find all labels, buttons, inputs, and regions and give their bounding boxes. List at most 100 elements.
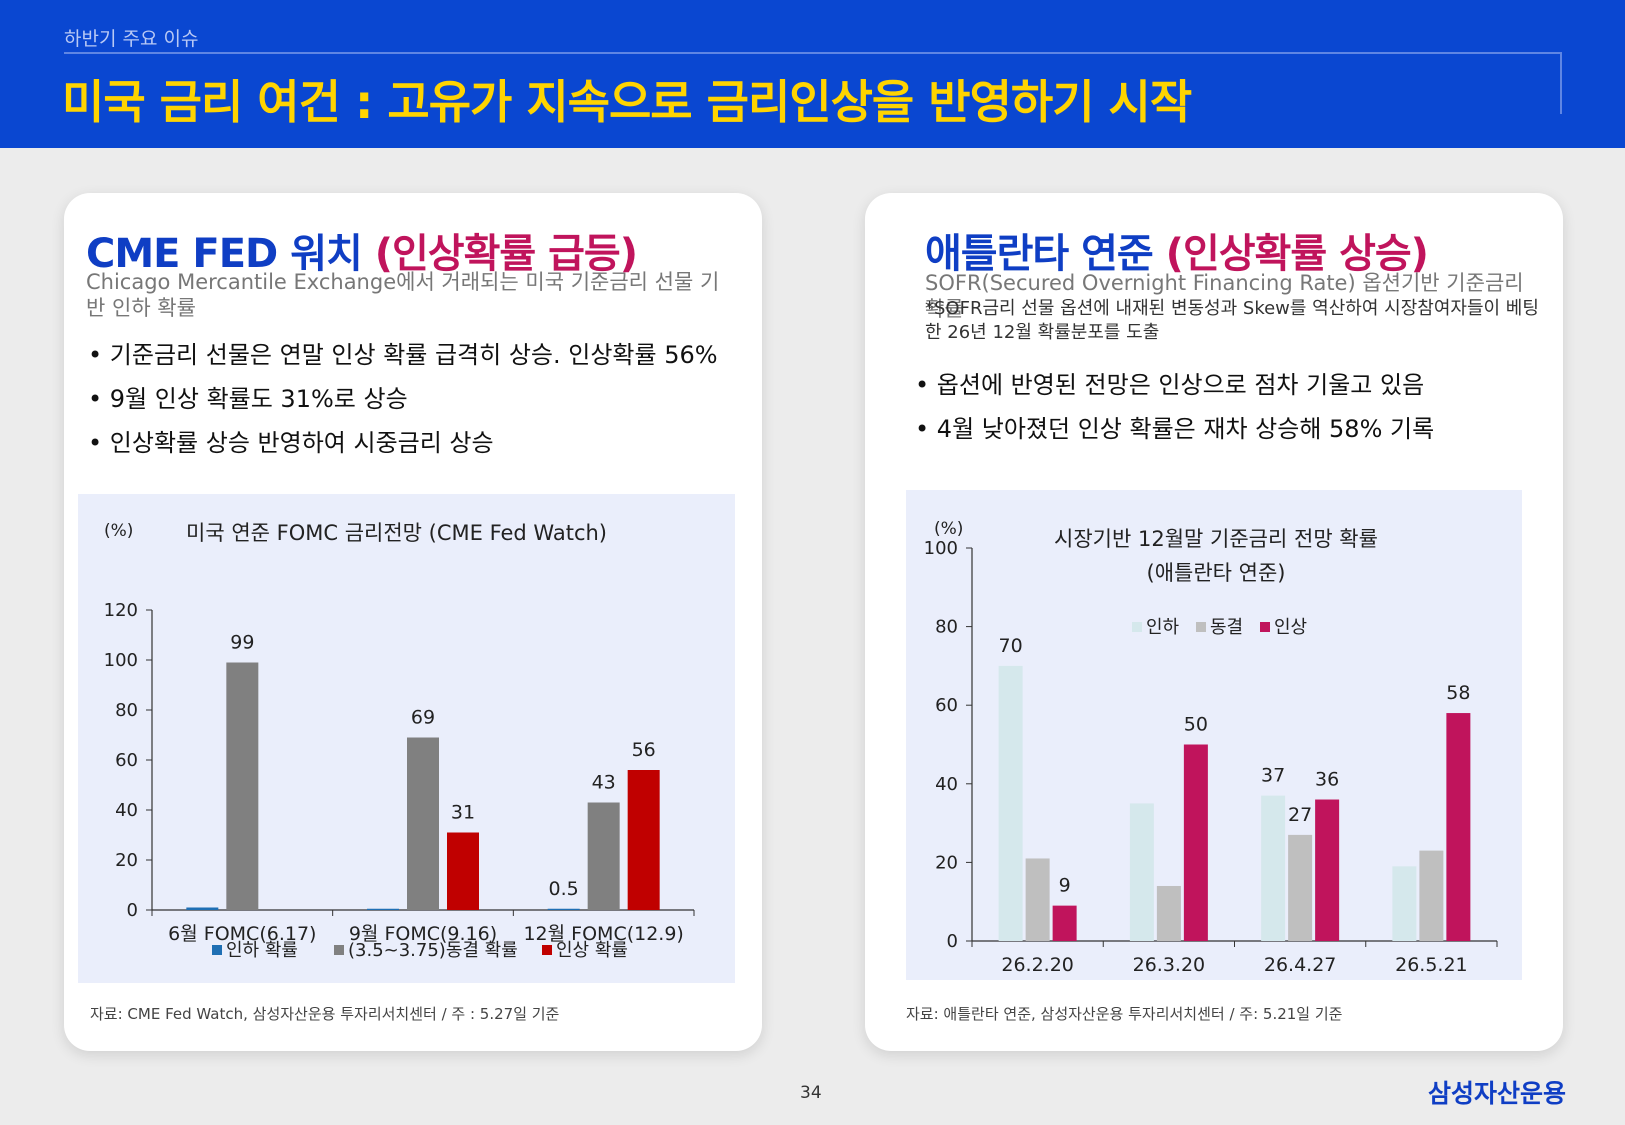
legend-label: 인하 확률 (226, 940, 298, 961)
data-label: 36 (1315, 769, 1339, 791)
page-title-main: 고유가 지속으로 금리인상을 반영하기 시작 (387, 75, 1192, 129)
y-tick-label: 100 (924, 538, 958, 559)
bar (1183, 744, 1208, 941)
cme-chart-panel: (%) 미국 연준 FOMC 금리전망 (CME Fed Watch) 0 20 40 6… (78, 494, 735, 983)
bar (1419, 850, 1444, 941)
section-label: 하반기 주요 이슈 (64, 28, 199, 50)
x-tick-label: 12월 FOMC(12.9) (523, 923, 683, 945)
bar (367, 908, 399, 910)
y-tick-label: 20 (115, 850, 138, 871)
legend-label: (3.5~3.75)동결 확률 (348, 940, 518, 961)
bar (1052, 905, 1077, 941)
y-tick-label: 60 (935, 695, 958, 716)
brand-logo-text: 삼성자산운용 (1428, 1079, 1567, 1108)
x-tick-label: 26.2.20 (1001, 954, 1074, 976)
data-label: 56 (632, 739, 656, 761)
cme-card-title-main: CME FED 워치 (86, 231, 375, 277)
y-tick-label: 80 (935, 617, 958, 638)
atlanta-fed-card: 애틀란타 연준 (인상확률 상승) SOFR(Secured Overnight… (865, 193, 1563, 1051)
data-label: 27 (1288, 804, 1312, 826)
bar (547, 908, 580, 910)
bar (627, 770, 660, 910)
y-tick-label: 100 (104, 650, 138, 671)
atlanta-rate-chart: (%) 시장기반 12월말 기준금리 전망 확률 (애틀란타 연준) 0 20 40 60 8… (924, 519, 1498, 976)
x-tick-label: 6월 FOMC(6.17) (168, 923, 316, 945)
page-number: 34 (800, 1083, 822, 1103)
page-title-lead: 미국 금리 여건 : (62, 75, 388, 129)
header-bar: 하반기 주요 이슈 미국 금리 여건 : 고유가 지속으로 금리인상을 반영하기… (0, 0, 1625, 148)
cme-bullet: 기준금리 선물은 연말 인상 확률 급격히 상승. 인상확률 56% (88, 333, 718, 377)
data-label: 43 (592, 772, 616, 794)
data-label: 9 (1059, 875, 1071, 897)
bar (1446, 713, 1471, 941)
y-tick-label: 0 (127, 900, 138, 921)
atlanta-bullet-list: 옵션에 반영된 전망은 인상으로 점차 기울고 있음 4월 낮아졌던 인상 확률… (915, 363, 1434, 451)
atlanta-bullet: 4월 낮아졌던 인상 확률은 재차 상승해 58% 기록 (915, 407, 1434, 451)
x-tick-label: 26.5.21 (1395, 954, 1468, 976)
cme-bullet-list: 기준금리 선물은 연말 인상 확률 급격히 상승. 인상확률 56% 9월 인상… (88, 333, 718, 465)
legend-swatch (334, 945, 344, 955)
legend-label: 인하 (1146, 617, 1180, 638)
bar (587, 802, 620, 910)
page-title: 미국 금리 여건 : 고유가 지속으로 금리인상을 반영하기 시작 (62, 66, 1192, 132)
data-label: 37 (1261, 765, 1285, 787)
legend-swatch (1132, 622, 1142, 632)
legend-swatch (542, 945, 552, 955)
legend-label: 인상 확률 (556, 940, 628, 961)
atlanta-source-note: 자료: 애틀란타 연준, 삼성자산운용 투자리서치센터 / 주: 5.21일 기… (906, 1005, 1343, 1023)
cme-fedwatch-card: CME FED 워치 (인상확률 급등) Chicago Mercantile … (64, 193, 762, 1051)
chart-title: 시장기반 12월말 기준금리 전망 확률 (1054, 527, 1378, 551)
x-tick-label: 26.3.20 (1133, 954, 1206, 976)
legend-swatch (212, 945, 222, 955)
data-label: 58 (1446, 682, 1470, 704)
header-divider-vertical (1560, 52, 1562, 114)
y-tick-label: 40 (115, 800, 138, 821)
bar (407, 737, 439, 910)
cme-description: Chicago Mercantile Exchange에서 거래되는 미국 기준… (86, 270, 720, 320)
data-label: 69 (411, 707, 435, 729)
bar (1025, 858, 1050, 941)
bar (1288, 834, 1313, 941)
header-divider (64, 52, 1562, 54)
bar (1129, 803, 1154, 941)
legend-label: 인상 (1274, 617, 1307, 638)
data-label: 0.5 (549, 878, 579, 900)
atlanta-card-title: 애틀란타 연준 (인상확률 상승) (925, 221, 1429, 279)
chart-title: 미국 연준 FOMC 금리전망 (CME Fed Watch) (186, 521, 607, 545)
atlanta-card-title-main: 애틀란타 연준 (925, 231, 1166, 277)
bar (1315, 799, 1340, 941)
legend-swatch (1196, 622, 1206, 632)
chart-subtitle: (애틀란타 연준) (1147, 561, 1286, 585)
legend-swatch (1260, 622, 1270, 632)
bar (1392, 866, 1417, 941)
y-tick-label: 120 (104, 600, 138, 621)
bar (1261, 795, 1286, 941)
data-label: 31 (451, 802, 475, 824)
sofr-method-note: *SOFR금리 선물 옵션에 내재된 변동성과 Skew를 역산하여 시장참여자… (925, 298, 1539, 343)
y-tick-label: 20 (935, 852, 958, 873)
bar (1156, 885, 1181, 941)
data-label: 50 (1184, 714, 1208, 736)
bar (998, 665, 1023, 941)
cme-bullet: 9월 인상 확률도 31%로 상승 (88, 377, 718, 421)
cme-bullet: 인상확률 상승 반영하여 시중금리 상승 (88, 421, 718, 465)
y-unit-label: (%) (934, 519, 963, 539)
y-tick-label: 40 (935, 774, 958, 795)
atlanta-bullet: 옵션에 반영된 전망은 인상으로 점차 기울고 있음 (915, 363, 1434, 407)
legend-label: 동결 (1210, 617, 1243, 638)
data-label: 70 (999, 635, 1023, 657)
bar (186, 907, 219, 910)
cme-fomc-chart: (%) 미국 연준 FOMC 금리전망 (CME Fed Watch) 0 20 40 6… (104, 521, 695, 961)
atlanta-card-title-sub: (인상확률 상승) (1165, 231, 1429, 277)
cme-source-note: 자료: CME Fed Watch, 삼성자산운용 투자리서치센터 / 주 : … (90, 1005, 560, 1023)
bar (226, 662, 259, 910)
data-label: 99 (230, 632, 254, 654)
x-tick-label: 9월 FOMC(9.16) (349, 923, 497, 945)
bar (447, 832, 479, 910)
sofr-description: SOFR(Secured Overnight Financing Rate) 옵… (925, 271, 1524, 321)
y-tick-label: 60 (115, 750, 138, 771)
cme-card-title: CME FED 워치 (인상확률 급등) (86, 221, 638, 279)
y-tick-label: 80 (115, 700, 138, 721)
x-tick-label: 26.4.27 (1264, 954, 1337, 976)
atlanta-chart-panel: (%) 시장기반 12월말 기준금리 전망 확률 (애틀란타 연준) 0 20 40 60 8… (906, 490, 1522, 980)
